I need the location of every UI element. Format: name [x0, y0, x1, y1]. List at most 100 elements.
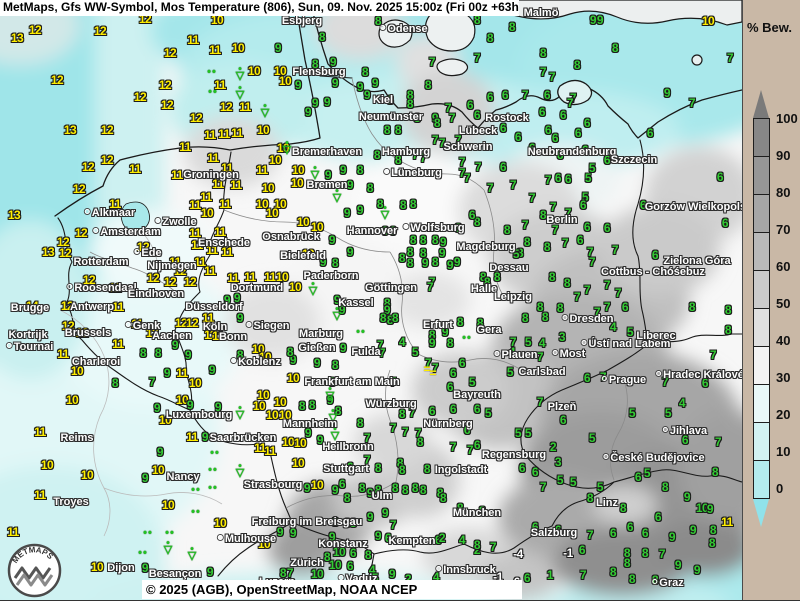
temperature-value: 8 [724, 303, 732, 317]
temperature-value: 5 [626, 325, 634, 339]
temperature-value: 8 [398, 463, 406, 477]
cloud-cover-colorbar: 100 90 80 70 60 50 40 30 20 10 0 [753, 90, 799, 527]
weather-symbol-shower: • ▽ [310, 163, 320, 181]
temperature-value: 9 [323, 95, 331, 109]
temperature-value: 9 [356, 203, 364, 217]
temperature-value: 8 [623, 556, 631, 570]
city-label: Halle [470, 283, 498, 295]
city-label: Besançon [148, 568, 202, 580]
temperature-value: 9 [381, 224, 389, 238]
temperature-value: 7 [688, 96, 696, 110]
temperature-value: 7 [389, 421, 397, 435]
temperature-value: 7 [428, 55, 436, 69]
temperature-value: 8 [478, 504, 486, 518]
city-label: Enschede [198, 237, 250, 249]
temperature-value: 9 [329, 55, 337, 69]
temperature-value: 11 [194, 255, 206, 269]
weather-map[interactable]: Esbjerg Odense Malmö Flensburg Kiel Neumünste… [0, 0, 742, 600]
weather-symbol-haze: = [429, 366, 437, 380]
city-label: Bremen [306, 179, 348, 191]
temperature-value: 7 [408, 406, 416, 420]
city-label: Hannover [346, 225, 398, 237]
temperature-value: 9 [438, 246, 446, 260]
city-label: Mannheim [282, 418, 338, 430]
temperature-value: 12 [28, 23, 42, 37]
temperature-value: 9 [366, 486, 374, 500]
temperature-value: 7 [714, 435, 722, 449]
colorbar-tick-label: 70 [776, 222, 791, 237]
temperature-value: 10 [273, 64, 287, 78]
temperature-value: 7 [509, 178, 517, 192]
temperature-value: 10 [251, 342, 265, 356]
temperature-value: 10 [213, 516, 227, 530]
temperature-value: 12 [72, 182, 86, 196]
temperature-value: 8 [536, 300, 544, 314]
city-label: Prague [602, 374, 646, 386]
temperature-value: 9 [141, 471, 149, 485]
temperature-value: 6 [626, 520, 634, 534]
temperature-value: 8 [383, 296, 391, 310]
colorbar-segment [753, 233, 770, 271]
temperature-value: 2 [473, 543, 481, 557]
temperature-value: 8 [331, 515, 339, 529]
temperature-value: 11 [721, 515, 733, 529]
temperature-value: 12 [163, 46, 177, 60]
city-label: Gießen [298, 342, 336, 354]
temperature-value: 10 [310, 478, 324, 492]
weather-symbol-shower: • ▽ [163, 538, 173, 556]
temperature-value: 11 [207, 151, 219, 165]
temperature-value: 8 [628, 572, 636, 586]
city-label: Würzburg [365, 398, 417, 410]
temperature-value: 9 [389, 224, 397, 238]
temperature-value: 8 [406, 97, 414, 111]
temperature-value: 6 [531, 520, 539, 534]
temperature-value: 8 [398, 251, 406, 265]
temperature-value: 7 [474, 160, 482, 174]
temperature-value: 11 [34, 425, 46, 439]
temperature-value: 11 [57, 347, 69, 361]
metmaps-logo[interactable]: METMAPS [6, 542, 63, 599]
temperature-value: 13 [41, 245, 55, 259]
city-label: Osnabrück [262, 231, 320, 243]
city-label: Luxembourg [165, 409, 233, 421]
temperature-value: 10 [695, 501, 709, 515]
temperature-value: 10 [265, 408, 279, 422]
temperature-value: 7 [378, 346, 386, 360]
city-label: Rostock [485, 112, 529, 124]
temperature-value: 6 [499, 121, 507, 135]
temperature-value: 5 [643, 466, 651, 480]
temperature-value: 6 [428, 404, 436, 418]
temperature-value: 6 [346, 460, 354, 474]
temperature-value: 8 [236, 348, 244, 362]
weather-symbol-drizzle: •• [207, 66, 217, 78]
temperature-value: 12 [173, 264, 187, 278]
temperature-value: 10 [175, 393, 189, 407]
title-bar: MetMaps, Gfs WW-Symbol, Mos Temperature … [0, 0, 519, 16]
temperature-value: 5 [588, 161, 596, 175]
temperature-value: 7 [431, 361, 439, 375]
city-label: Schwerin [443, 141, 493, 153]
temperature-value: 7 [466, 443, 474, 457]
temperature-value: 11 [176, 366, 188, 380]
temperature-value: 7 [486, 181, 494, 195]
city-label: Roosendaal [67, 282, 136, 294]
temperature-value: 9 [363, 88, 371, 102]
temperature-value: 12 [56, 235, 70, 249]
colorbar-segment [753, 118, 770, 157]
city-label: Heilbronn [322, 441, 374, 453]
temperature-value: 8 [456, 315, 464, 329]
city-label: Gera [476, 324, 502, 336]
temperature-value: 5 [581, 190, 589, 204]
colorbar-tick-label: 100 [776, 111, 798, 126]
temperature-value: 9 [431, 111, 439, 125]
temperature-value: 8 [483, 275, 491, 289]
temperature-value: 9 [668, 530, 676, 544]
colorbar-tick-label: 0 [776, 481, 784, 496]
temperature-value: 3 [554, 455, 562, 469]
temperature-value: 9 [328, 233, 336, 247]
colorbar-segment [753, 271, 770, 309]
temperature-value: 7 [536, 395, 544, 409]
city-label: Linz [596, 497, 618, 509]
temperature-value: 4 [432, 570, 440, 584]
city-label: Nijmegen [147, 260, 197, 272]
